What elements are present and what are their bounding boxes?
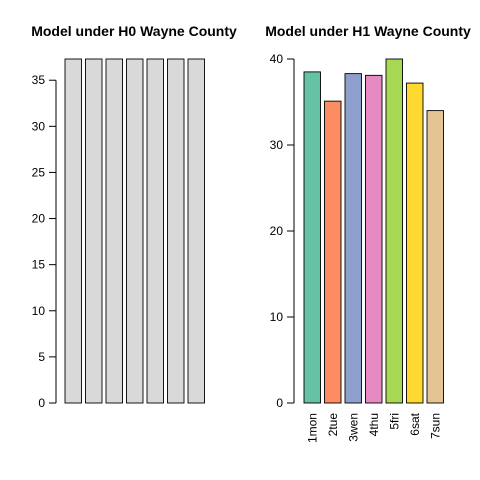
chart-title-h1: Model under H1 Wayne County <box>265 23 471 39</box>
x-tick-label: 2tue <box>326 413 340 437</box>
y-tick-label: 30 <box>270 138 284 152</box>
x-tick-label: 3wen <box>346 413 360 442</box>
y-tick-label: 5 <box>38 350 45 364</box>
bar-3wen <box>105 58 123 404</box>
bars-h0 <box>64 58 205 404</box>
x-tick-label: 1mon <box>305 413 319 443</box>
bar-3wen <box>344 73 362 404</box>
bar-6sat <box>167 58 185 404</box>
y-tick-label: 40 <box>270 52 284 66</box>
x-tick-label: 7sun <box>428 413 442 439</box>
y-tick-label: 30 <box>32 119 46 133</box>
bar-1mon <box>303 71 321 404</box>
y-tick-label: 15 <box>32 258 46 272</box>
bar-7sun <box>426 110 444 404</box>
x-tick-label: 5fri <box>387 413 401 430</box>
bar-4thu <box>126 58 144 404</box>
y-tick-label: 10 <box>270 310 284 324</box>
bars-h1 <box>303 58 444 404</box>
y-tick-label: 20 <box>270 224 284 238</box>
chart-panel-h0: Model under H0 Wayne County 0 5 10 15 20 25 30… <box>31 23 237 410</box>
bar-4thu <box>365 74 383 404</box>
y-tick-label: 20 <box>32 212 46 226</box>
bar-2tue <box>85 58 103 404</box>
bar-5fri <box>385 58 403 404</box>
x-tick-label: 4thu <box>367 413 381 436</box>
bar-6sat <box>406 82 424 404</box>
x-labels-h1: 1mon 2tue 3wen 4thu 5fri 6sat 7sun <box>305 412 442 443</box>
y-tick-label: 10 <box>32 304 46 318</box>
y-tick-label: 25 <box>32 165 46 179</box>
x-tick-label: 6sat <box>408 412 422 435</box>
y-tick-label: 0 <box>276 396 283 410</box>
y-axis-h0: 0 5 10 15 20 25 30 35 <box>32 73 57 410</box>
bar-2tue <box>324 100 342 404</box>
y-axis-h1: 0 10 20 30 40 <box>270 52 295 410</box>
chart-title-h0: Model under H0 Wayne County <box>31 23 237 39</box>
y-tick-label: 0 <box>38 396 45 410</box>
y-tick-label: 35 <box>32 73 46 87</box>
bar-5fri <box>146 58 164 404</box>
bar-7sun <box>187 58 205 404</box>
bar-1mon <box>64 58 82 404</box>
chart-panel-h1: Model under H1 Wayne County 0 10 20 30 40 1m… <box>265 23 471 443</box>
